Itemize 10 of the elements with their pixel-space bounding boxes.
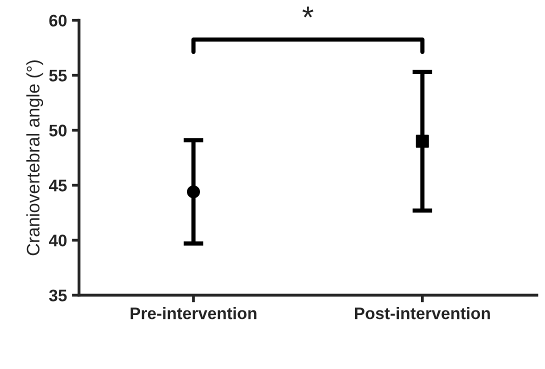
y-axis-title: Craniovertebral angle (°) [26,60,44,256]
y-tick-label: 35 [49,290,67,302]
y-tick-label: 45 [48,180,67,192]
text: * [302,6,314,18]
y-tick-label: 40 [48,234,67,246]
x-tick-label: Pre-intervention [130,307,256,320]
y-tick-label: 50 [49,124,67,136]
y-tick-label: 60 [49,14,67,26]
y-tick-label: 55 [49,70,67,82]
x-tick-label: Post-intervention [354,307,490,320]
